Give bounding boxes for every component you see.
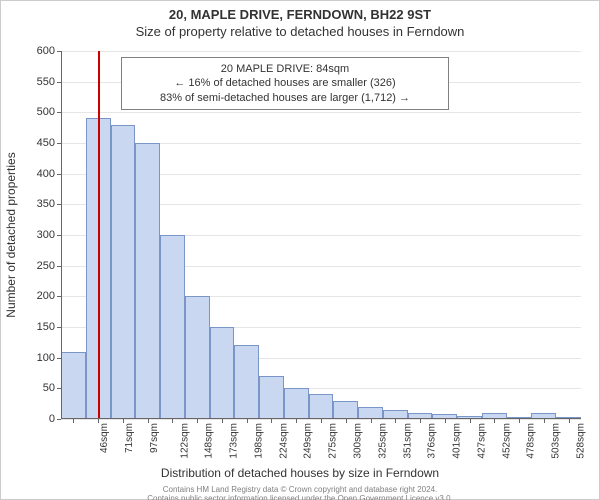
histogram-bar	[333, 401, 358, 419]
histogram-bar	[61, 352, 86, 419]
x-tick-label: 401sqm	[452, 423, 463, 459]
x-tick-mark	[172, 419, 173, 423]
grid-line	[61, 51, 581, 52]
y-tick-label: 300	[37, 229, 61, 241]
x-axis-line	[61, 418, 581, 419]
y-tick-label: 400	[37, 168, 61, 180]
x-tick-label: 452sqm	[501, 423, 512, 459]
x-tick-label: 71sqm	[124, 423, 135, 453]
x-tick-label: 122sqm	[179, 423, 190, 459]
license-caption: Contains HM Land Registry data © Crown c…	[1, 485, 599, 500]
annotation-box: 20 MAPLE DRIVE: 84sqm← 16% of detached h…	[121, 57, 449, 110]
histogram-bar	[309, 394, 334, 419]
x-tick-label: 528sqm	[575, 423, 586, 459]
x-tick-label: 97sqm	[149, 423, 160, 453]
y-tick-label: 200	[37, 290, 61, 302]
x-tick-mark	[148, 419, 149, 423]
histogram-bar	[111, 125, 136, 419]
plot-area: 05010015020025030035040045050055060046sq…	[61, 51, 581, 419]
histogram-bar	[185, 296, 210, 419]
x-tick-mark	[346, 419, 347, 423]
y-axis-line	[61, 51, 62, 419]
x-tick-mark	[98, 419, 99, 423]
chart-container: 20, MAPLE DRIVE, FERNDOWN, BH22 9ST Size…	[0, 0, 600, 500]
x-tick-label: 503sqm	[551, 423, 562, 459]
x-tick-label: 173sqm	[229, 423, 240, 459]
x-tick-mark	[445, 419, 446, 423]
histogram-bar	[135, 143, 160, 419]
x-tick-mark	[296, 419, 297, 423]
y-tick-label: 50	[43, 382, 61, 394]
x-tick-mark	[123, 419, 124, 423]
y-tick-label: 350	[37, 198, 61, 210]
x-tick-mark	[494, 419, 495, 423]
x-tick-mark	[569, 419, 570, 423]
x-axis-title: Distribution of detached houses by size …	[1, 466, 599, 480]
x-tick-label: 376sqm	[427, 423, 438, 459]
title-line-2: Size of property relative to detached ho…	[1, 24, 599, 39]
x-tick-label: 351sqm	[402, 423, 413, 459]
x-tick-label: 478sqm	[526, 423, 537, 459]
histogram-bar	[284, 388, 309, 419]
x-tick-label: 46sqm	[99, 423, 110, 453]
x-tick-mark	[222, 419, 223, 423]
x-tick-label: 148sqm	[204, 423, 215, 459]
x-tick-mark	[544, 419, 545, 423]
y-axis-title: Number of detached properties	[4, 152, 18, 317]
x-tick-mark	[470, 419, 471, 423]
x-tick-mark	[519, 419, 520, 423]
x-tick-label: 198sqm	[254, 423, 265, 459]
x-tick-label: 224sqm	[278, 423, 289, 459]
histogram-bar	[234, 345, 259, 419]
x-tick-mark	[73, 419, 74, 423]
x-tick-mark	[321, 419, 322, 423]
x-tick-label: 249sqm	[303, 423, 314, 459]
y-tick-label: 100	[37, 352, 61, 364]
y-tick-label: 550	[37, 76, 61, 88]
y-tick-label: 600	[37, 45, 61, 57]
x-tick-label: 275sqm	[328, 423, 339, 459]
title-line-1: 20, MAPLE DRIVE, FERNDOWN, BH22 9ST	[1, 7, 599, 22]
x-tick-mark	[395, 419, 396, 423]
y-tick-label: 0	[49, 413, 61, 425]
property-marker-line	[98, 51, 100, 419]
x-tick-label: 325sqm	[377, 423, 388, 459]
x-tick-label: 427sqm	[476, 423, 487, 459]
y-tick-label: 150	[37, 321, 61, 333]
x-tick-mark	[420, 419, 421, 423]
y-tick-label: 250	[37, 260, 61, 272]
histogram-bar	[259, 376, 284, 419]
y-tick-label: 500	[37, 106, 61, 118]
x-tick-mark	[371, 419, 372, 423]
x-tick-label: 300sqm	[353, 423, 364, 459]
histogram-bar	[210, 327, 235, 419]
x-tick-mark	[271, 419, 272, 423]
x-tick-mark	[197, 419, 198, 423]
x-tick-mark	[247, 419, 248, 423]
y-tick-label: 450	[37, 137, 61, 149]
grid-line	[61, 112, 581, 113]
histogram-bar	[160, 235, 185, 419]
